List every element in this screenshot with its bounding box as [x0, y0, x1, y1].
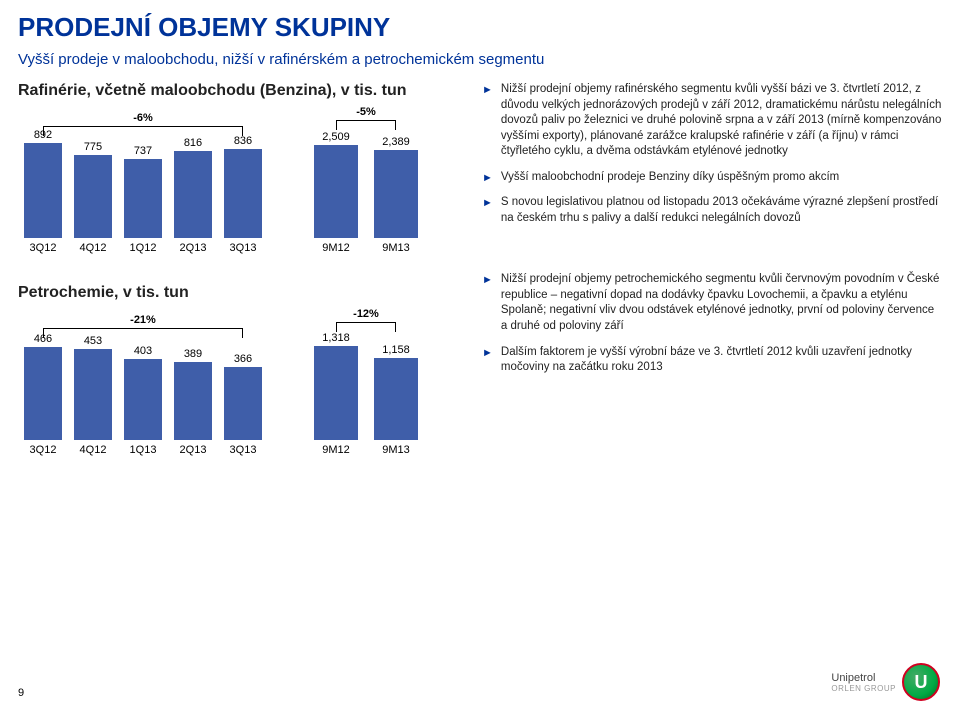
bullet-bottom-text: Dalším faktorem je vyšší výrobní báze ve… [501, 345, 942, 376]
petrochem-bar-rect [174, 362, 212, 440]
petrochem-bar-label: 4Q12 [74, 444, 112, 456]
petrochem-bar-value: 1,158 [374, 344, 418, 356]
chart-refinery: Rafinérie, včetně maloobchodu (Benzina),… [18, 82, 458, 256]
petrochem-bar-label: 1Q13 [124, 444, 162, 456]
refinery-bar: 2,3899M13 [374, 150, 418, 238]
bullet-bottom-item: ►Nižší prodejní objemy petrochemického s… [482, 272, 942, 334]
page-title: PRODEJNÍ OBJEMY SKUPINY [0, 0, 960, 51]
refinery-bar-label: 9M13 [374, 242, 418, 254]
refinery-bar-value: 2,509 [314, 131, 358, 143]
petrochem-delta-label: -12% [353, 308, 379, 320]
petrochem-bar-value: 1,318 [314, 332, 358, 344]
refinery-delta-bracket [336, 120, 396, 130]
footer-brand: Unipetrol [831, 672, 896, 684]
refinery-bar-label: 4Q12 [74, 242, 112, 254]
petrochem-bar: 3663Q13 [224, 367, 262, 440]
petrochem-bar-rect [124, 359, 162, 440]
bullets-column: ►Nižší prodejní objemy rafinérského segm… [482, 82, 942, 486]
bullet-top-text: S novou legislativou platnou od listopad… [501, 195, 942, 226]
petrochem-bar-label: 2Q13 [174, 444, 212, 456]
bullet-top-text: Vyšší maloobchodní prodeje Benziny díky … [501, 170, 839, 186]
refinery-bar: 8363Q13 [224, 149, 262, 238]
petrochem-bar-rect [224, 367, 262, 440]
bullets-bottom: ►Nižší prodejní objemy petrochemického s… [482, 272, 942, 375]
refinery-bar-rect [314, 145, 358, 238]
refinery-bar-rect [24, 143, 62, 238]
petrochem-bar: 1,1589M13 [374, 358, 418, 440]
refinery-bar-label: 3Q12 [24, 242, 62, 254]
eagle-logo-icon: U [902, 663, 940, 701]
refinery-bar: 8162Q13 [174, 151, 212, 238]
triangle-icon: ► [482, 273, 493, 334]
chart-refinery-caption: Rafinérie, včetně maloobchodu (Benzina),… [18, 82, 458, 100]
triangle-icon: ► [482, 83, 493, 160]
petrochem-bar-rect [374, 358, 418, 440]
refinery-bar: 7754Q12 [74, 155, 112, 238]
footer-sub: ORLEN GROUP [831, 684, 896, 693]
refinery-bar-label: 3Q13 [224, 242, 262, 254]
triangle-icon: ► [482, 196, 493, 226]
refinery-bar: 8923Q12 [24, 143, 62, 238]
refinery-delta-label: -6% [133, 112, 153, 124]
petrochem-bar-label: 3Q13 [224, 444, 262, 456]
petrochem-bar: 3892Q13 [174, 362, 212, 440]
bullet-top-item: ► S novou legislativou platnou od listopa… [482, 195, 942, 226]
bullet-bottom-text: Nižší prodejní objemy petrochemického se… [501, 272, 942, 334]
petrochem-bar-value: 366 [224, 353, 262, 365]
refinery-bar-label: 1Q12 [124, 242, 162, 254]
footer-logo-block: Unipetrol ORLEN GROUP U [831, 663, 940, 701]
refinery-bar-value: 836 [224, 135, 262, 147]
refinery-bar-rect [174, 151, 212, 238]
refinery-bar-value: 2,389 [374, 136, 418, 148]
bullet-top-text: Nižší prodejní objemy rafinérského segme… [501, 82, 942, 160]
bullet-top-item: ► Vyšší maloobchodní prodeje Benziny díky… [482, 170, 942, 186]
petrochem-bar: 4031Q13 [124, 359, 162, 440]
petrochem-bar: 4663Q12 [24, 347, 62, 440]
petrochem-bar: 1,3189M12 [314, 346, 358, 440]
refinery-bar-rect [224, 149, 262, 238]
page-subtitle: Vyšší prodeje v maloobchodu, nižší v raf… [0, 51, 960, 82]
chart-petrochem-caption: Petrochemie, v tis. tun [18, 284, 458, 302]
petrochem-bar: 4534Q12 [74, 349, 112, 440]
petrochem-bar-rect [314, 346, 358, 440]
bullets-top: ►Nižší prodejní objemy rafinérského segm… [482, 82, 942, 226]
chart-petrochem: Petrochemie, v tis. tun 4663Q12 4534Q12 40… [18, 284, 458, 458]
petrochem-bar-label: 9M12 [314, 444, 358, 456]
petrochem-bar-label: 3Q12 [24, 444, 62, 456]
petrochem-bar-value: 389 [174, 348, 212, 360]
petrochem-bar-rect [74, 349, 112, 440]
refinery-bar-rect [124, 159, 162, 238]
refinery-bar-value: 775 [74, 141, 112, 153]
petrochem-delta-label: -21% [130, 314, 156, 326]
bullet-top-item: ►Nižší prodejní objemy rafinérského segm… [482, 82, 942, 160]
triangle-icon: ► [482, 171, 493, 186]
petrochem-delta-bracket [43, 328, 243, 338]
refinery-bar: 2,5099M12 [314, 145, 358, 238]
petrochem-bar-value: 403 [124, 345, 162, 357]
petrochem-bar-rect [24, 347, 62, 440]
bullet-bottom-item: ► Dalším faktorem je vyšší výrobní báze v… [482, 345, 942, 376]
refinery-bar-value: 816 [174, 137, 212, 149]
petrochem-bar-label: 9M13 [374, 444, 418, 456]
refinery-bar-value: 737 [124, 145, 162, 157]
refinery-bar-rect [374, 150, 418, 238]
page-number: 9 [18, 687, 24, 699]
refinery-bar-rect [74, 155, 112, 238]
charts-column: Rafinérie, včetně maloobchodu (Benzina),… [18, 82, 458, 486]
refinery-bar-label: 9M12 [314, 242, 358, 254]
triangle-icon: ► [482, 346, 493, 376]
refinery-bar-label: 2Q13 [174, 242, 212, 254]
refinery-delta-bracket [43, 126, 243, 136]
refinery-delta-label: -5% [356, 106, 376, 118]
petrochem-delta-bracket [336, 322, 396, 332]
refinery-bar: 7371Q12 [124, 159, 162, 238]
